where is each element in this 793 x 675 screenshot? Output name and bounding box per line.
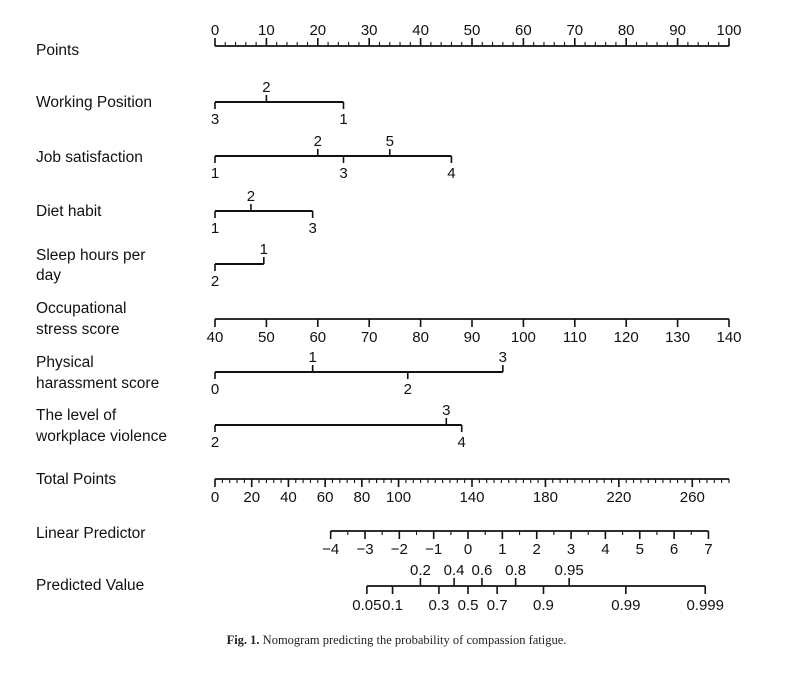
occupational-stress-tick-label: 90	[464, 329, 481, 346]
linear-predictor-tick-label: 3	[567, 541, 575, 558]
linear-predictor-tick-label: 1	[498, 541, 506, 558]
predicted-value-tick-label: 0.6	[472, 562, 493, 579]
occupational-stress-tick-label: 120	[614, 329, 639, 346]
points-tick-label: 50	[464, 22, 481, 39]
predicted-value-tick-label: 0.999	[686, 597, 724, 614]
predicted-value-tick-label: 0.3	[428, 597, 449, 614]
total-points-tick-label: 80	[354, 489, 371, 506]
figure-caption-text: Nomogram predicting the probability of c…	[262, 633, 567, 647]
job-satisfaction-level-label: 4	[447, 165, 455, 182]
linear-predictor-tick-label: 5	[636, 541, 644, 558]
diet-habit-level-label: 1	[211, 220, 219, 237]
total-points-tick-label: 180	[533, 489, 558, 506]
working-position-label: Working Position	[36, 94, 152, 111]
points-tick-label: 70	[566, 22, 583, 39]
predicted-value-tick-label: 0.4	[444, 562, 465, 579]
workplace-violence-label-line2: workplace violence	[35, 428, 167, 445]
linear-predictor-tick-label: 0	[464, 541, 472, 558]
predicted-value-tick-label: 0.8	[505, 562, 526, 579]
points-tick-label: 30	[361, 22, 378, 39]
predicted-value-tick-label: 0.7	[487, 597, 508, 614]
physical-harassment-level-label: 2	[404, 381, 412, 398]
linear-predictor-tick-label: −2	[391, 541, 408, 558]
predicted-value-tick-label: 0.05	[352, 597, 381, 614]
diet-habit-label: Diet habit	[36, 203, 102, 220]
occupational-stress-tick-label: 40	[207, 329, 224, 346]
sleep-hours-level-label: 1	[260, 241, 268, 258]
occupational-stress-tick-label: 60	[309, 329, 326, 346]
workplace-violence-level-label: 2	[211, 434, 219, 451]
physical-harassment-level-label: 0	[211, 381, 219, 398]
physical-harassment-label: Physical	[36, 354, 94, 371]
points-tick-label: 60	[515, 22, 532, 39]
occupational-stress-tick-label: 70	[361, 329, 378, 346]
job-satisfaction-level-label: 3	[339, 165, 347, 182]
diet-habit-level-label: 2	[247, 188, 255, 205]
predicted-value-tick-label: 0.99	[611, 597, 640, 614]
working-position-level-label: 1	[339, 111, 347, 128]
predicted-value-tick-label: 0.1	[382, 597, 403, 614]
workplace-violence-level-label: 4	[458, 434, 466, 451]
sleep-hours-label-line2: day	[36, 267, 61, 284]
occupational-stress-tick-label: 130	[665, 329, 690, 346]
points-tick-label: 100	[716, 22, 741, 39]
points-tick-label: 90	[669, 22, 686, 39]
workplace-violence-level-label: 3	[442, 402, 450, 419]
working-position-level-label: 2	[262, 79, 270, 96]
predicted-value-tick-label: 0.5	[458, 597, 479, 614]
figure-caption: Fig. 1. Nomogram predicting the probabil…	[0, 633, 793, 648]
workplace-violence-label: The level of	[36, 407, 117, 424]
occupational-stress-tick-label: 100	[511, 329, 536, 346]
physical-harassment-level-label: 1	[308, 349, 316, 366]
total-points-tick-label: 20	[243, 489, 260, 506]
occupational-stress-tick-label: 80	[412, 329, 429, 346]
total-points-tick-label: 0	[211, 489, 219, 506]
linear-predictor-tick-label: 6	[670, 541, 678, 558]
physical-harassment-level-label: 3	[499, 349, 507, 366]
job-satisfaction-level-label: 5	[386, 133, 394, 150]
occupational-stress-tick-label: 110	[563, 329, 587, 346]
job-satisfaction-level-label: 2	[314, 133, 322, 150]
points-tick-label: 0	[211, 22, 219, 39]
linear-predictor-label: Linear Predictor	[36, 525, 145, 542]
linear-predictor-tick-label: 4	[601, 541, 609, 558]
linear-predictor-tick-label: −4	[322, 541, 339, 558]
predicted-value-tick-label: 0.95	[555, 562, 584, 579]
total-points-tick-label: 260	[680, 489, 705, 506]
job-satisfaction-level-label: 1	[211, 165, 219, 182]
points-label: Points	[36, 42, 79, 59]
predicted-value-label: Predicted Value	[36, 577, 144, 594]
occupational-stress-tick-label: 140	[716, 329, 741, 346]
figure-caption-label: Fig. 1.	[226, 633, 260, 647]
linear-predictor-tick-label: −3	[356, 541, 373, 558]
job-satisfaction-label: Job satisfaction	[36, 149, 143, 166]
points-tick-label: 80	[618, 22, 635, 39]
linear-predictor-tick-label: −1	[425, 541, 442, 558]
total-points-tick-label: 140	[459, 489, 484, 506]
occupational-stress-label-line2: stress score	[36, 321, 120, 338]
points-tick-label: 10	[258, 22, 275, 39]
predicted-value-tick-label: 0.2	[410, 562, 431, 579]
physical-harassment-label-line2: harassment score	[36, 375, 159, 392]
occupational-stress-tick-label: 50	[258, 329, 275, 346]
total-points-label: Total Points	[36, 471, 116, 488]
occupational-stress-label: Occupational	[36, 300, 126, 317]
total-points-tick-label: 220	[606, 489, 631, 506]
sleep-hours-level-label: 2	[211, 273, 219, 290]
points-tick-label: 40	[412, 22, 429, 39]
predicted-value-tick-label: 0.9	[533, 597, 554, 614]
linear-predictor-tick-label: 7	[704, 541, 712, 558]
total-points-tick-label: 40	[280, 489, 297, 506]
total-points-tick-label: 100	[386, 489, 411, 506]
diet-habit-level-label: 3	[308, 220, 316, 237]
linear-predictor-tick-label: 2	[533, 541, 541, 558]
working-position-level-label: 3	[211, 111, 219, 128]
points-tick-label: 20	[309, 22, 326, 39]
sleep-hours-label: Sleep hours per	[36, 247, 145, 264]
total-points-tick-label: 60	[317, 489, 334, 506]
